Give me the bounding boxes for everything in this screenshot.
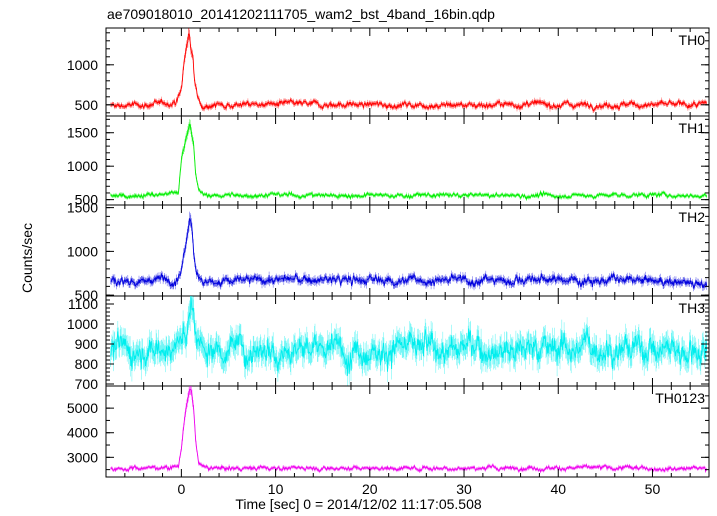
y-tick-label: 700	[75, 376, 99, 392]
y-tick-label: 1000	[67, 158, 98, 174]
y-tick-label: 1500	[67, 125, 98, 141]
y-tick-label: 500	[75, 192, 99, 208]
error-bars	[110, 28, 707, 113]
panel-label: TH0	[679, 32, 706, 48]
x-tick-label: 10	[268, 481, 284, 497]
x-axis-label: Time [sec] 0 = 2014/12/02 11:17:05.508	[235, 496, 482, 512]
light-curve-line	[110, 123, 708, 201]
series-th3	[110, 296, 708, 386]
light-curve-line	[110, 33, 707, 112]
light-curve-line	[110, 218, 708, 290]
series-th0	[110, 28, 707, 113]
x-tick-label: 40	[550, 481, 566, 497]
y-tick-label: 1500	[67, 200, 98, 216]
panel-label: TH3	[679, 300, 706, 316]
panel-th0: 500 1000 TH0	[67, 27, 710, 117]
panel-label: TH2	[679, 209, 706, 225]
y-tick-label: 800	[75, 356, 99, 372]
y-tick-label: 4000	[67, 425, 98, 441]
light-curve-line	[110, 388, 707, 474]
x-tick-label: 20	[362, 481, 378, 497]
panel-th3: 700 800 900 1000 1100 TH3	[67, 295, 710, 392]
y-tick-label: 500	[75, 287, 99, 303]
panel-th2: 500 1000 1500 TH2	[67, 200, 710, 303]
panel-th1: 500 1000 1500 TH1	[67, 115, 710, 208]
panel-label: TH0123	[655, 390, 705, 406]
series-th2	[110, 211, 708, 292]
panel-frame	[105, 27, 710, 117]
series-th0123	[110, 386, 707, 474]
series-th1	[110, 119, 708, 201]
y-tick-label: 900	[75, 336, 99, 352]
error-bars	[110, 386, 707, 474]
y-tick-label: 3000	[67, 449, 98, 465]
panel-frame	[105, 385, 710, 478]
x-tick-label: 0	[177, 481, 185, 497]
light-curve-line	[110, 296, 708, 376]
panel-label: TH1	[679, 120, 706, 136]
x-tick-label: 50	[645, 481, 661, 497]
panel-th0123: 3000 4000 5000 TH0123	[67, 385, 710, 478]
y-tick-label: 5000	[67, 400, 98, 416]
error-bars	[110, 119, 707, 201]
chart-title: ae709018010_20141202111705_wam2_bst_4ban…	[107, 6, 495, 22]
y-tick-label: 1100	[68, 296, 98, 312]
y-axis-label: Counts/sec	[19, 222, 35, 294]
y-tick-label: 1000	[67, 57, 98, 73]
y-tick-label: 1000	[67, 243, 98, 259]
x-tick-label: 30	[456, 481, 472, 497]
panel-frame	[105, 115, 710, 206]
y-tick-label: 1000	[67, 316, 98, 332]
y-tick-label: 500	[75, 97, 99, 113]
